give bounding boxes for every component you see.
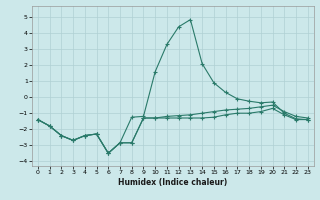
X-axis label: Humidex (Indice chaleur): Humidex (Indice chaleur) <box>118 178 228 187</box>
